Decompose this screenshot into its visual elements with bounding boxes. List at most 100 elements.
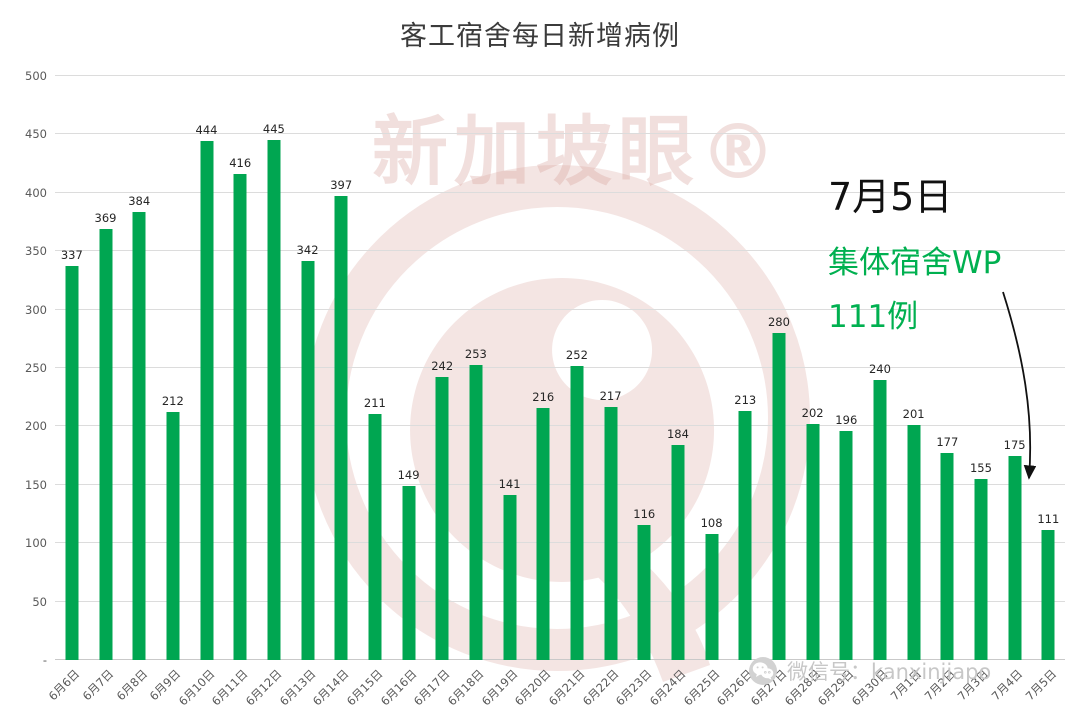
bar-slot: 196 6月29日 xyxy=(815,76,863,708)
bar xyxy=(974,478,988,660)
bar xyxy=(536,407,550,660)
bar-value-label: 212 xyxy=(161,394,184,409)
wechat-icon xyxy=(749,657,777,685)
x-tick-label: 7月5日 xyxy=(1022,666,1059,704)
bar-value-label: 216 xyxy=(532,389,555,404)
gridline xyxy=(55,133,1065,135)
bar xyxy=(637,524,651,660)
bar-value-label: 111 xyxy=(1037,512,1060,527)
gridline xyxy=(55,425,1065,427)
bar-slot: 253 6月18日 xyxy=(445,76,493,709)
bar-slot: 141 6月19日 xyxy=(478,76,527,708)
bar-slot: 416 6月11日 xyxy=(209,76,257,708)
bar-slot: 211 6月15日 xyxy=(344,76,392,709)
bar xyxy=(132,211,146,660)
bar-slot: 202 6月28日 xyxy=(782,76,830,708)
bar xyxy=(402,485,416,660)
bar xyxy=(806,424,820,660)
plot-area: -50 100 150 200 250 300 350 400 450 500 337 6月6日 36… xyxy=(25,69,1065,709)
bar xyxy=(368,413,382,660)
bar xyxy=(334,196,348,660)
bar-value-label: 211 xyxy=(363,395,386,410)
bar-value-label: 155 xyxy=(969,460,992,475)
bar-value-label: 342 xyxy=(296,242,319,257)
bar-slot: 155 7月3日 xyxy=(955,76,998,703)
bar-slot: 116 6月23日 xyxy=(613,76,661,709)
bar xyxy=(1008,455,1022,660)
bar xyxy=(503,495,517,660)
bar xyxy=(469,364,483,660)
bar xyxy=(705,533,719,660)
y-tick-label: 350 xyxy=(25,244,47,259)
watermark-logo-icon xyxy=(304,165,810,682)
y-tick-label: - xyxy=(42,653,47,667)
bar-slot: 280 6月27日 xyxy=(748,76,796,708)
bar-value-label: 108 xyxy=(700,515,723,530)
bar-value-label: 116 xyxy=(633,506,656,521)
bar-value-label: 175 xyxy=(1003,437,1026,452)
gridline xyxy=(55,659,1065,660)
bar xyxy=(907,425,921,660)
bar-slot: 108 6月25日 xyxy=(681,76,729,709)
bar-value-label: 177 xyxy=(936,435,959,450)
gridline xyxy=(55,250,1065,252)
bar-slot: 201 7月1日 xyxy=(888,76,931,703)
bar xyxy=(435,377,449,660)
bar-value-label: 201 xyxy=(902,407,925,422)
x-tick-label: 6月11日 xyxy=(209,666,251,709)
annotation-case-count: 111例 xyxy=(828,299,919,335)
bar-slot: 369 6月7日 xyxy=(80,76,123,703)
bar-value-label: 384 xyxy=(128,193,151,208)
annotation-dorm-label: 集体宿舍WP xyxy=(828,245,1002,281)
bar-slot: 184 6月24日 xyxy=(647,76,695,708)
bar-value-label: 184 xyxy=(666,427,689,442)
x-tick-label: 7月4日 xyxy=(988,666,1026,704)
bar-value-label: 202 xyxy=(801,406,824,421)
bars-layer: 337 6月6日 369 6月7日 384 6月8日 212 6月9日 444 6月10日 416 6… xyxy=(46,76,1065,709)
bar-value-label: 397 xyxy=(330,178,353,193)
annotation-date: 7月5日 xyxy=(828,175,953,219)
bar-slot: 397 6月14日 xyxy=(310,76,358,708)
bar xyxy=(233,174,247,660)
bar-slot: 111 7月5日 xyxy=(1022,76,1065,703)
bar xyxy=(166,412,180,660)
bar xyxy=(772,332,786,660)
bar-slot: 175 7月4日 xyxy=(989,76,1032,704)
bar xyxy=(99,229,112,660)
gridline xyxy=(55,483,1065,485)
watermark-text: 新加坡眼® xyxy=(372,107,782,196)
gridline-layer: - 50 100 150 200 250 300 350 400 450 500 xyxy=(25,69,1065,667)
bar-value-label: 217 xyxy=(599,388,622,403)
bar xyxy=(738,411,752,660)
x-tick-label: 6月6日 xyxy=(45,666,83,704)
y-tick-label: 250 xyxy=(25,361,47,375)
bar-slot: 177 7月2日 xyxy=(921,76,964,703)
bar-slot: 212 6月9日 xyxy=(147,76,190,703)
bar-value-label: 280 xyxy=(767,314,790,329)
bar-slot: 342 6月13日 xyxy=(276,76,325,709)
bar-slot: 240 6月30日 xyxy=(849,76,897,709)
gridline xyxy=(55,367,1065,368)
bar xyxy=(940,453,954,660)
bar xyxy=(839,431,853,660)
gridline xyxy=(55,600,1065,602)
x-tick-label: 6月8日 xyxy=(113,666,150,704)
bar-value-label: 337 xyxy=(60,248,83,263)
x-tick-label: 6月7日 xyxy=(79,666,117,704)
bar-slot: 213 6月26日 xyxy=(714,76,762,708)
bar xyxy=(65,266,79,660)
annotation-block: 7月5日 集体宿舍WP 111例 xyxy=(828,166,1001,345)
x-tick-label: 6月10日 xyxy=(175,666,218,709)
bar-value-label: 253 xyxy=(464,346,487,361)
gridline xyxy=(55,542,1065,544)
wechat-id-label: 微信号：kanxinjiapo xyxy=(787,660,992,684)
bar xyxy=(301,260,315,660)
y-tick-label: 150 xyxy=(25,477,47,492)
bar xyxy=(570,365,584,660)
bar-slot: 384 6月8日 xyxy=(113,76,156,704)
bar-slot: 337 6月6日 xyxy=(46,76,89,703)
gridline xyxy=(55,75,1065,76)
bar-value-label: 445 xyxy=(262,122,285,137)
bar-slot: 217 6月22日 xyxy=(580,76,628,709)
